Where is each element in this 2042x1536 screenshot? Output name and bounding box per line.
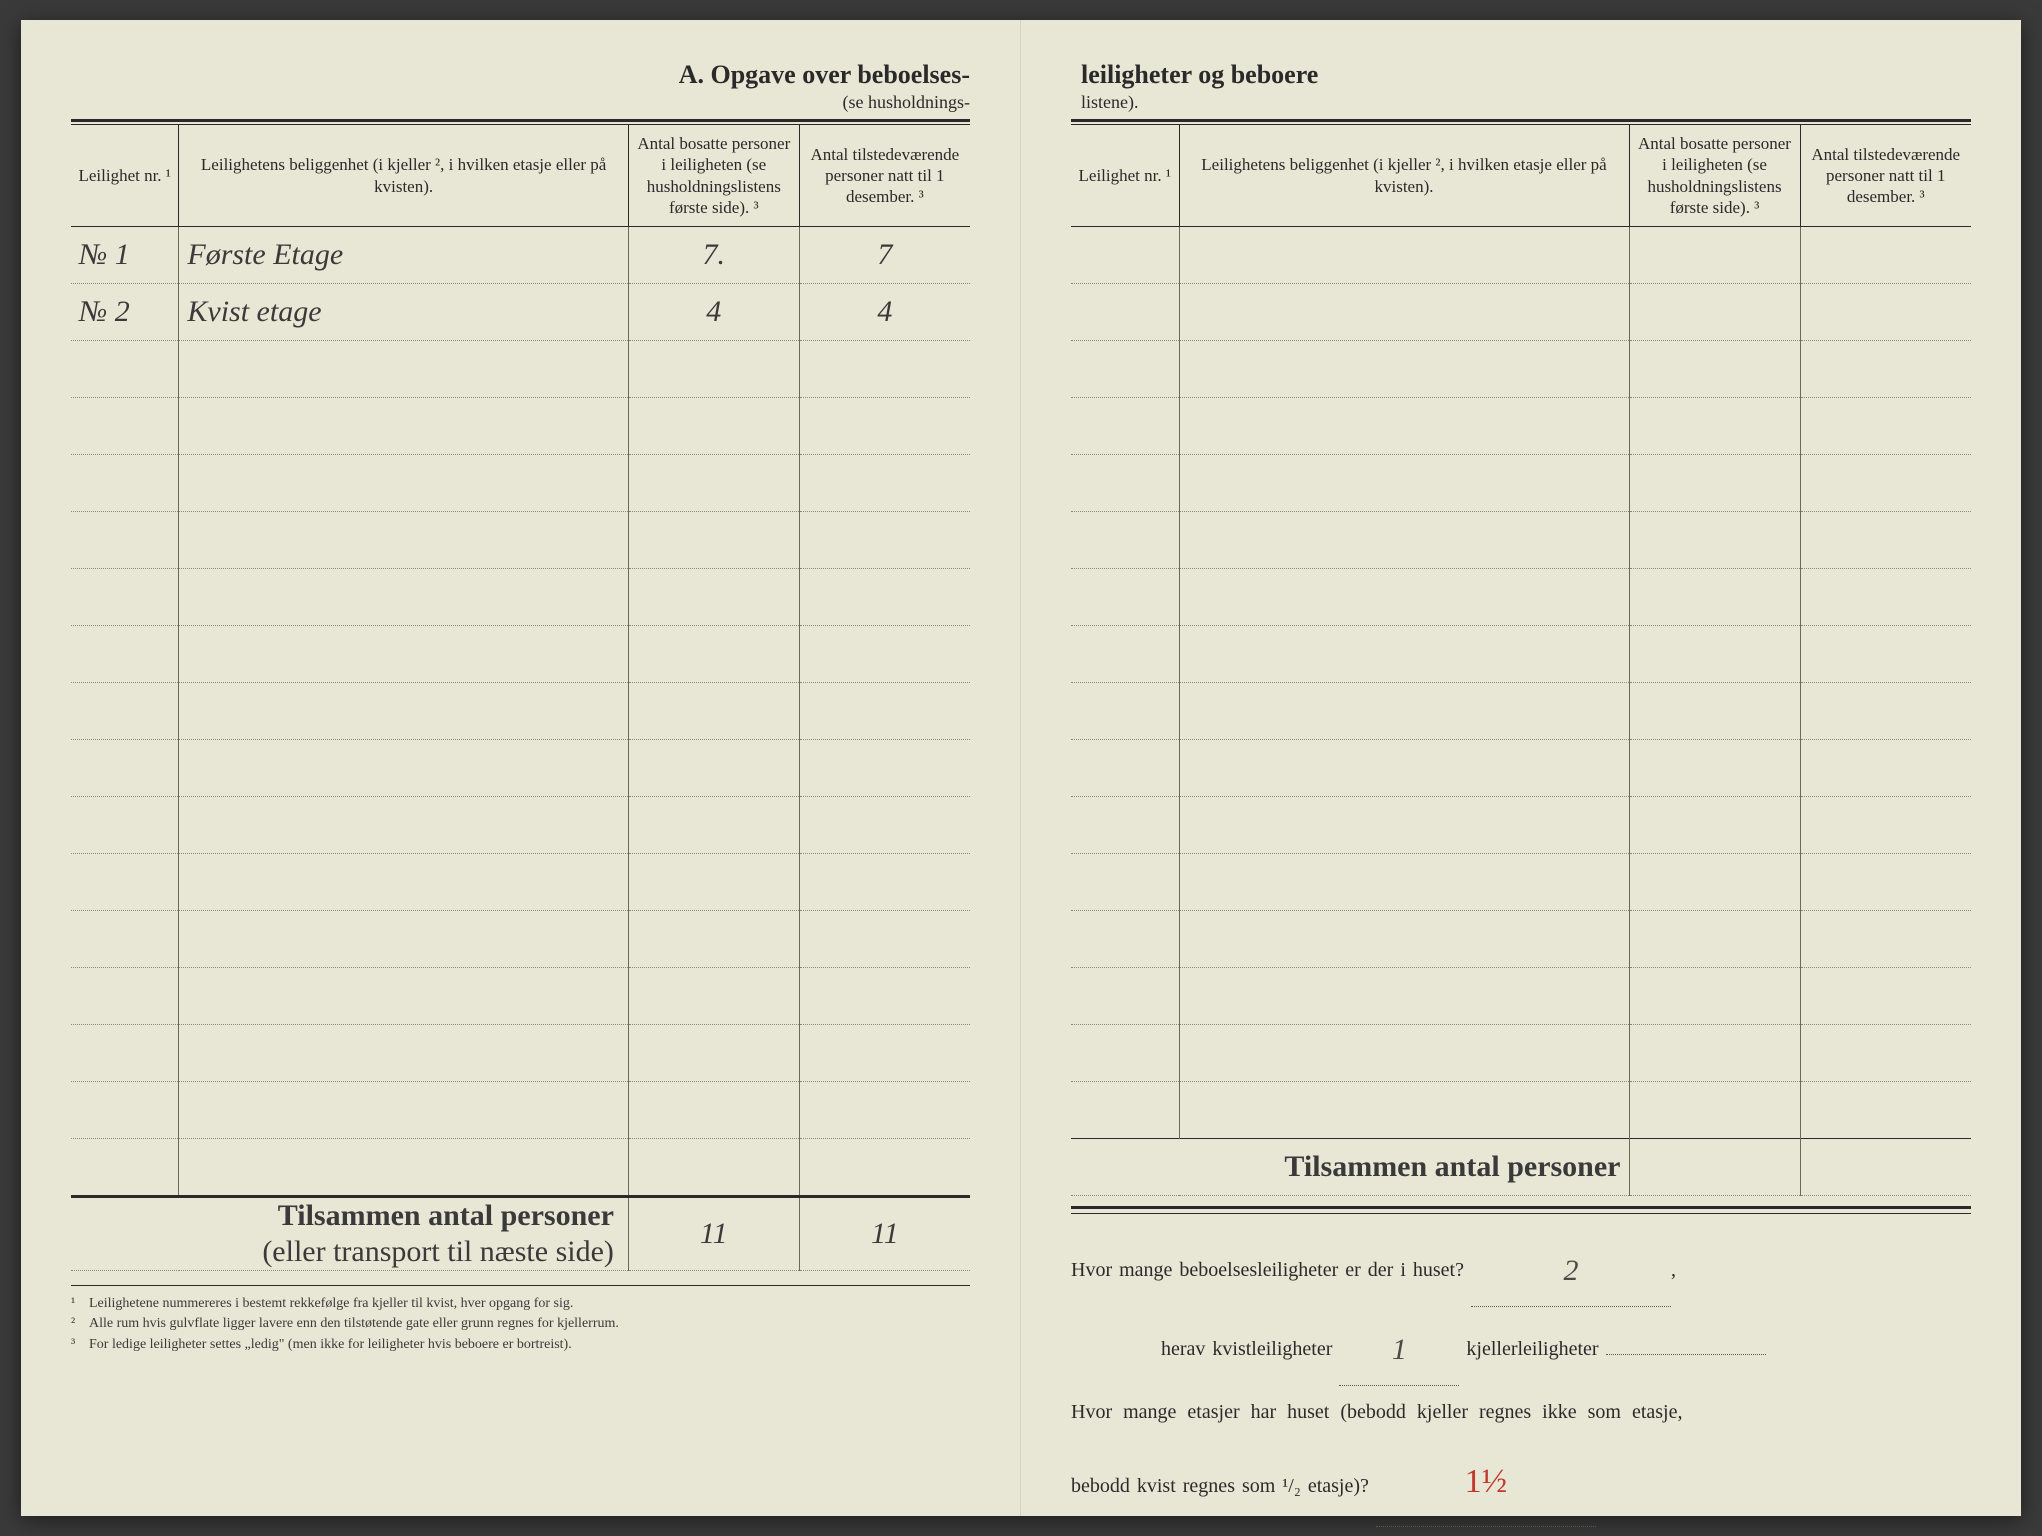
cell-loc: Kvist etage <box>179 284 629 341</box>
table-row-blank <box>1071 1082 1971 1139</box>
q3b: bebodd kvist regnes som ¹/₂ etasje)? 1½ <box>1071 1438 1971 1527</box>
q2-answer: 1 <box>1392 1333 1407 1366</box>
table-row-blank <box>1071 398 1971 455</box>
col-header-c2: Antal tilstedeværende personer natt til … <box>799 125 970 227</box>
right-total-c1 <box>1629 1139 1800 1196</box>
total-c1: 11 <box>628 1197 799 1271</box>
table-row-blank <box>1071 227 1971 284</box>
right-total-row: Tilsammen antal personer <box>1071 1139 1971 1196</box>
col-header-loc: Leilighetens beliggenhet (i kjeller ², i… <box>179 125 629 227</box>
q3a: Hvor mange etasjer har huset (bebodd kje… <box>1071 1386 1971 1438</box>
document-spread: A. Opgave over beboelses- (se husholdnin… <box>21 20 2021 1516</box>
table-row-blank <box>1071 569 1971 626</box>
total-label-sub: (eller transport til næste side) <box>262 1235 614 1268</box>
table-row-blank <box>71 398 970 455</box>
left-total-row: Tilsammen antal personer (eller transpor… <box>71 1197 970 1271</box>
col-header-loc: Leilighetens beliggenhet (i kjeller ², i… <box>1179 125 1629 227</box>
q2-text-b: kjellerleiligheter <box>1466 1338 1598 1360</box>
table-row-blank <box>71 968 970 1025</box>
cell-c1: 7. <box>628 227 799 284</box>
q3-text-b: bebodd kvist regnes som ¹/₂ etasje)? <box>1071 1475 1369 1497</box>
table-row-blank <box>71 455 970 512</box>
table-row-blank <box>71 740 970 797</box>
table-row-blank <box>71 1139 970 1197</box>
rule <box>71 119 970 122</box>
cell-nr: № 2 <box>71 284 179 341</box>
q2-text-a: herav kvistleiligheter <box>1161 1338 1332 1360</box>
q1-text: Hvor mange beboelsesleiligheter er der i… <box>1071 1259 1464 1281</box>
table-row-blank <box>71 1025 970 1082</box>
table-row-blank <box>71 341 970 398</box>
footnotes: ¹Leilighetene nummereres i bestemt rekke… <box>71 1285 970 1355</box>
right-title: leiligheter og beboere <box>1071 60 1971 90</box>
footnote-1: Leilighetene nummereres i bestemt rekkef… <box>89 1294 573 1314</box>
q1: Hvor mange beboelsesleiligheter er der i… <box>1071 1228 1971 1307</box>
col-header-nr: Leilighet nr. ¹ <box>1071 125 1179 227</box>
table-row: № 2Kvist etage44 <box>71 284 970 341</box>
total-c2: 11 <box>799 1197 970 1271</box>
table-row-blank <box>1071 854 1971 911</box>
q2-blank-b <box>1606 1354 1766 1355</box>
right-subtitle: listene). <box>1071 92 1971 113</box>
total-label-bold: Tilsammen antal personer <box>278 1199 614 1232</box>
table-row-blank <box>1071 626 1971 683</box>
total-label: Tilsammen antal personer (eller transpor… <box>71 1197 628 1271</box>
left-title: A. Opgave over beboelses- <box>71 60 970 90</box>
questions-block: Hvor mange beboelsesleiligheter er der i… <box>1071 1206 1971 1527</box>
cell-c2: 7 <box>799 227 970 284</box>
col-header-c1: Antal bosatte personer i leiligheten (se… <box>1629 125 1800 227</box>
table-row-blank <box>1071 341 1971 398</box>
right-total-c2 <box>1800 1139 1971 1196</box>
table-row-blank <box>71 911 970 968</box>
table-row-blank <box>71 854 970 911</box>
table-row-blank <box>1071 740 1971 797</box>
footnote-2: Alle rum hvis gulvflate ligger lavere en… <box>89 1314 619 1334</box>
q2: herav kvistleiligheter 1 kjellerleilighe… <box>1071 1307 1971 1386</box>
table-row-blank <box>1071 284 1971 341</box>
table-row-blank <box>1071 911 1971 968</box>
rule <box>1071 119 1971 122</box>
table-row-blank <box>1071 968 1971 1025</box>
cell-nr: № 1 <box>71 227 179 284</box>
table-row-blank <box>1071 512 1971 569</box>
col-header-c2: Antal tilstedeværende personer natt til … <box>1800 125 1971 227</box>
table-row-blank <box>1071 797 1971 854</box>
table-row-blank <box>71 797 970 854</box>
table-row: № 1Første Etage7.7 <box>71 227 970 284</box>
footnote-3: For ledige leiligheter settes „ledig" (m… <box>89 1335 572 1355</box>
table-row-blank <box>1071 455 1971 512</box>
cell-c1: 4 <box>628 284 799 341</box>
cell-c2: 4 <box>799 284 970 341</box>
cell-loc: Første Etage <box>179 227 629 284</box>
table-row-blank <box>1071 683 1971 740</box>
table-row-blank <box>71 683 970 740</box>
right-total-label: Tilsammen antal personer <box>1071 1139 1629 1196</box>
q3-answer: 1½ <box>1465 1463 1508 1500</box>
table-row-blank <box>71 626 970 683</box>
table-row-blank <box>71 1082 970 1139</box>
table-row-blank <box>71 512 970 569</box>
table-row-blank <box>1071 1025 1971 1082</box>
col-header-c1: Antal bosatte personer i leiligheten (se… <box>628 125 799 227</box>
left-table: Leilighet nr. ¹ Leilighetens beliggenhet… <box>71 125 970 1271</box>
table-row-blank <box>71 569 970 626</box>
right-table: Leilighet nr. ¹ Leilighetens beliggenhet… <box>1071 125 1971 1196</box>
left-page: A. Opgave over beboelses- (se husholdnin… <box>21 20 1021 1516</box>
left-subtitle: (se husholdnings- <box>71 92 970 113</box>
q1-answer: 2 <box>1563 1254 1578 1287</box>
right-page: leiligheter og beboere listene). Leiligh… <box>1021 20 2021 1516</box>
col-header-nr: Leilighet nr. ¹ <box>71 125 179 227</box>
